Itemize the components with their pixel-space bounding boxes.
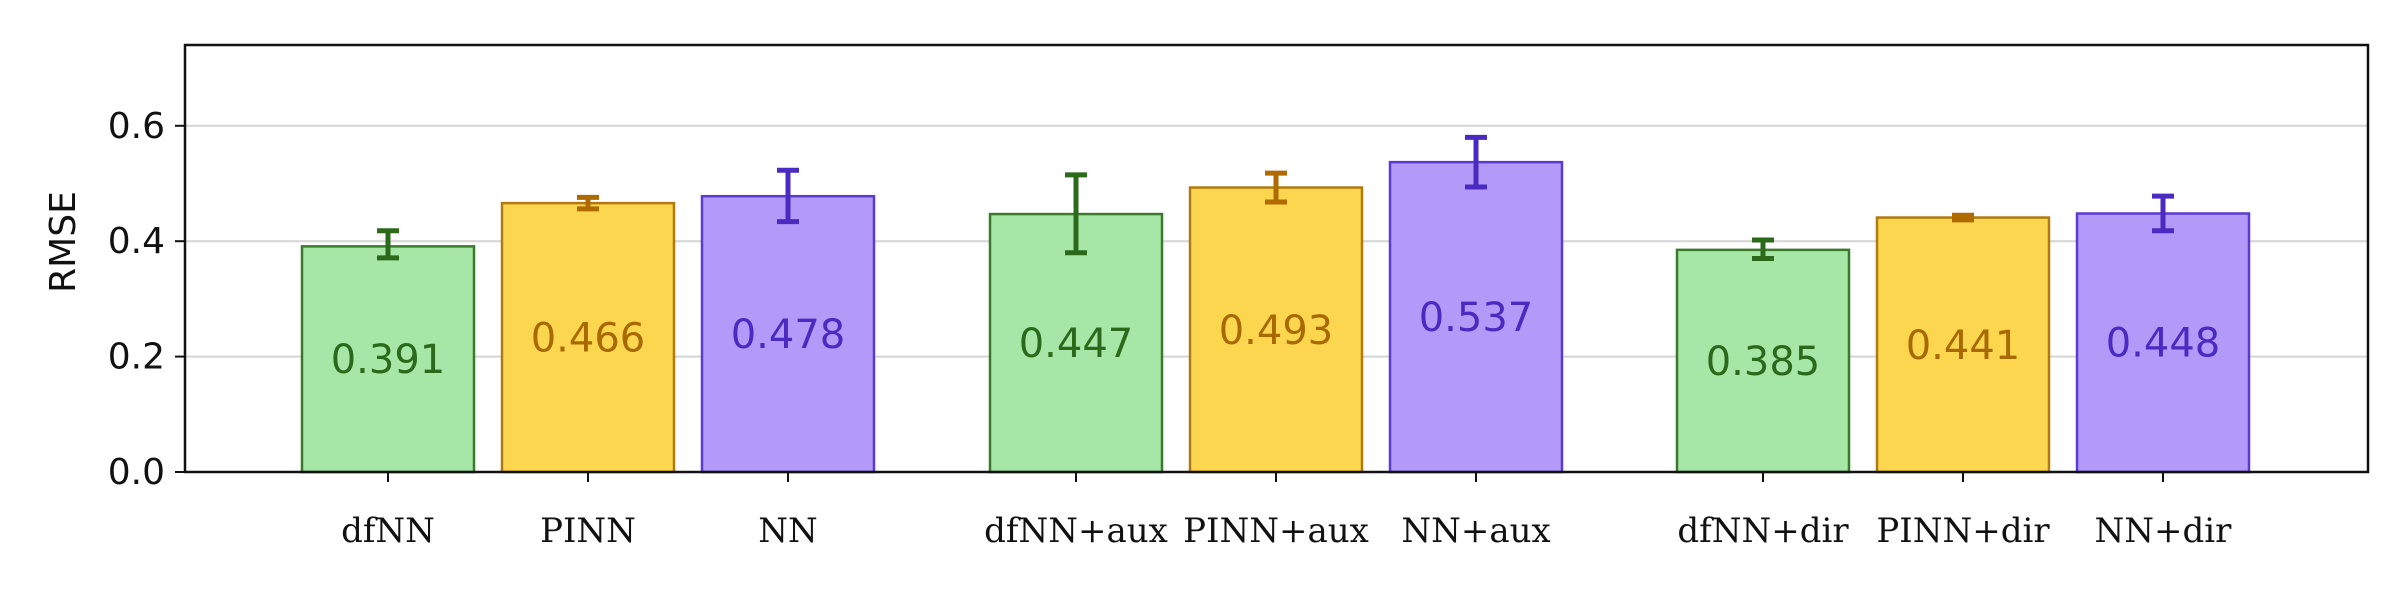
bar-pinn — [500, 201, 676, 474]
x-tick-label: PINN+dir — [1876, 511, 2050, 551]
plot-frame — [183, 43, 2370, 474]
bar-layer: 0.391 0.466 0.478 0.447 0.493 0.537 0.385 0.441… — [300, 134, 2251, 474]
bar-value-label: 0.448 — [2106, 321, 2221, 367]
y-tick-label: 0.0 — [108, 452, 165, 493]
y-tick-label: 0.2 — [108, 337, 165, 378]
y-tick-label: 0.6 — [108, 106, 165, 147]
x-tick-label: PINN+aux — [1183, 511, 1369, 551]
axis-layer: 0.0 0.2 0.4 0.6 dfNN PINN NN dfNN+aux PINN+aux NN… — [108, 43, 2370, 551]
x-tick-label: PINN — [540, 511, 636, 551]
bar-value-label: 0.391 — [331, 337, 446, 383]
bar-dfnn-dir — [1675, 248, 1851, 474]
x-tick-label: NN — [758, 511, 818, 551]
bar-nn-dir — [2075, 212, 2251, 474]
x-tick-label: dfNN+dir — [1677, 511, 1849, 551]
bar-pinn-dir — [1875, 216, 2051, 474]
bar-value-label: 0.478 — [731, 312, 846, 358]
y-tick-label: 0.4 — [108, 221, 165, 262]
bar-value-label: 0.493 — [1219, 308, 1334, 354]
bar-value-label: 0.385 — [1706, 339, 1821, 385]
bar-dfnn — [300, 245, 476, 474]
x-tick-label: NN+dir — [2095, 511, 2233, 551]
x-tick-label: dfNN — [341, 511, 435, 551]
x-tick-label: NN+aux — [1401, 511, 1550, 551]
bar-value-label: 0.441 — [1906, 323, 2021, 369]
bar-value-label: 0.537 — [1419, 295, 1534, 341]
bar-nn-aux — [1388, 160, 1564, 474]
bar-value-label: 0.447 — [1019, 321, 1134, 367]
y-axis-label: RMSE — [43, 191, 84, 293]
x-tick-label: dfNN+aux — [984, 511, 1168, 551]
bar-value-label: 0.466 — [531, 316, 646, 362]
